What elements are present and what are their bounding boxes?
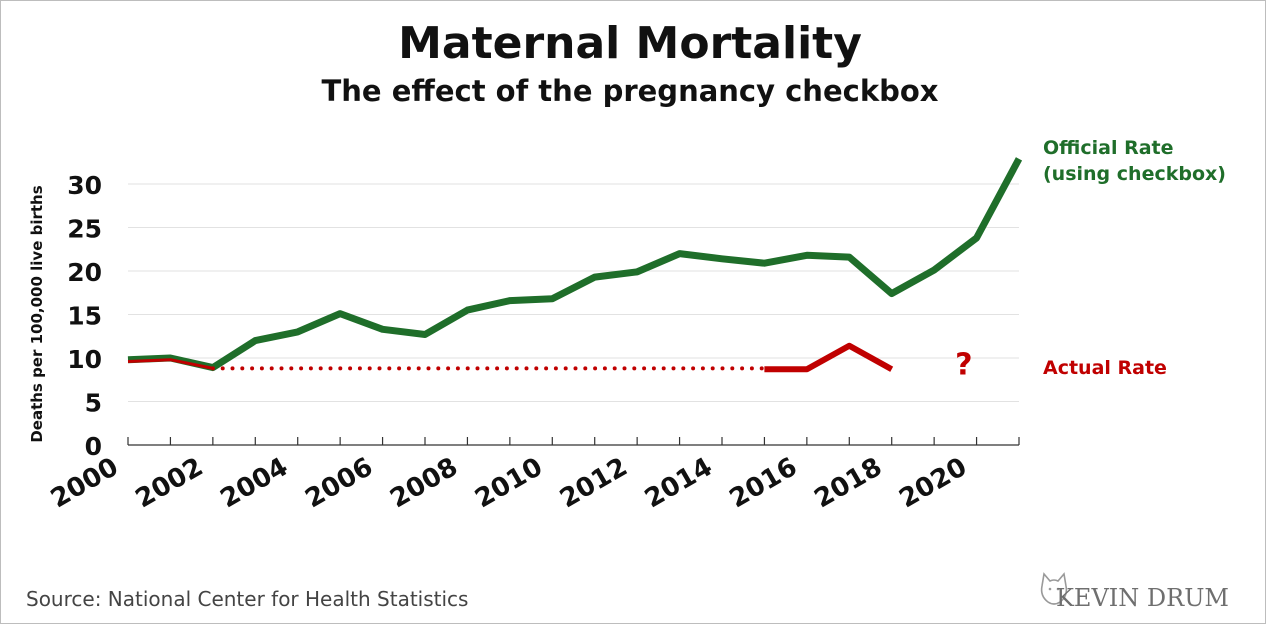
series-actual-label: Actual Rate [1043,357,1167,379]
x-tick-label: 2002 [131,452,209,514]
x-tick-label: 2004 [216,452,294,514]
source-note: Source: National Center for Health Stati… [26,587,469,611]
x-tick-label: 2010 [470,452,548,514]
y-axis-label: Deaths per 100,000 live births [28,185,46,442]
x-tick-label: 2018 [810,452,888,514]
x-tick-label: 2006 [300,452,378,514]
brand-text: KEVIN DRUM [1056,584,1230,612]
x-tick-label: 2020 [894,452,972,514]
y-tick-label: 0 [85,432,102,461]
y-tick-label: 20 [67,258,102,287]
brand-logo: KEVIN DRUM [1034,566,1234,616]
x-tick-label: 2000 [46,452,124,514]
series-actual-line [764,342,894,373]
series-official-label: Official Rate [1043,137,1174,159]
x-tick-label: 2016 [725,452,803,514]
x-tick-label: 2012 [555,452,633,514]
y-tick-label: 25 [67,215,102,244]
series-official-line [127,157,1023,372]
x-tick-label: 2014 [640,452,718,514]
series-actual-line [127,358,214,370]
y-tick-label: 30 [67,171,102,200]
cat-icon [1040,572,1068,605]
x-tick-label: 2008 [385,452,463,514]
y-tick-label: 10 [67,345,102,374]
question-mark-annotation: ? [955,347,972,382]
y-tick-label: 5 [85,389,102,418]
chart-title: Maternal Mortality [398,18,862,69]
y-tick-label: 15 [67,302,102,331]
chart-subtitle: The effect of the pregnancy checkbox [321,74,939,108]
series-official-label: (using checkbox) [1043,163,1226,185]
